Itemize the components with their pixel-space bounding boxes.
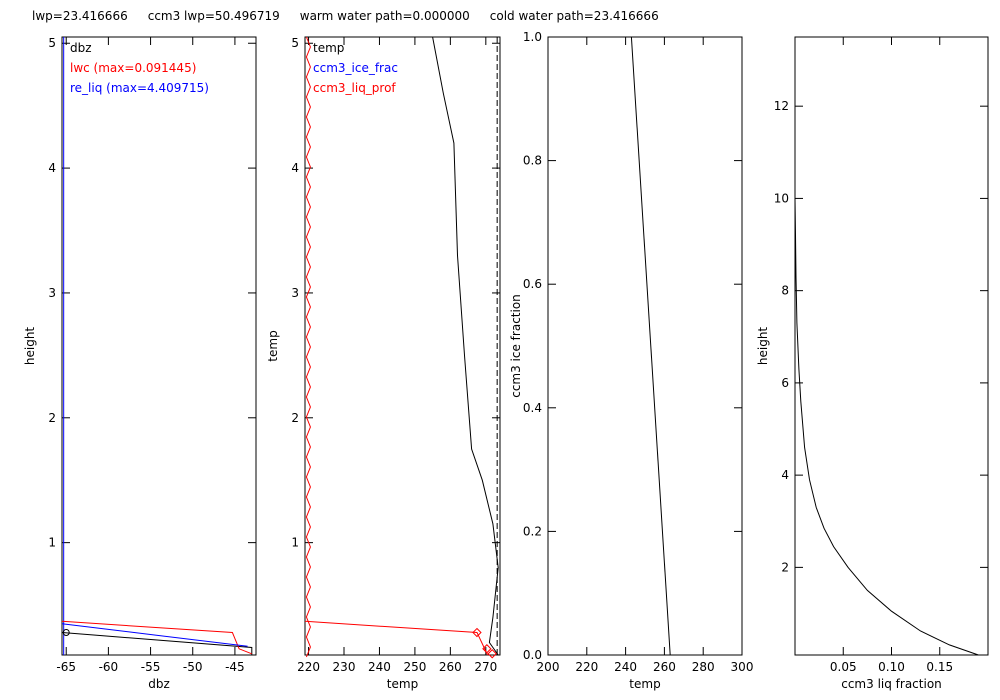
x-tick-label: -50 (183, 660, 203, 674)
y-tick-label: 4 (781, 468, 789, 482)
x-tick-label: 250 (403, 660, 426, 674)
y-tick-label: 6 (781, 376, 789, 390)
x-tick-label: 0.05 (830, 660, 857, 674)
chart-panel-1: -65 -60 -55 -50 -45 1 2 3 4 5 dbz height dbz lwc (max… (23, 36, 257, 691)
header-info: lwp=23.416666 ccm3 lwp=50.496719 warm wate… (32, 9, 679, 23)
series-line-1 (432, 36, 499, 656)
x-tick-label: 260 (439, 660, 462, 674)
data-point-marker (472, 627, 482, 638)
y-tick-label: 12 (774, 99, 789, 113)
data-point-marker (62, 629, 70, 637)
series-line-2 (304, 620, 489, 656)
series-line-1 (61, 632, 253, 655)
x-tick-label: 200 (537, 660, 560, 674)
legend-entry: ccm3_liq_prof (313, 81, 396, 95)
y-tick-label: 4 (48, 161, 56, 175)
y-tick-label: 5 (291, 36, 299, 50)
x-tick-label: 230 (333, 660, 356, 674)
x-axis-label: dbz (148, 677, 170, 691)
chart-panel-3: 200 220 240 260 280 300 0.0 0.2 0.4 0.6 0.8 1.0 temp… (509, 30, 753, 691)
y-tick-label: 10 (774, 191, 789, 205)
y-tick-label: 5 (48, 36, 56, 50)
y-axis-label: height (23, 327, 37, 366)
x-axis-label: temp (387, 677, 418, 691)
series-line-1 (630, 36, 671, 656)
y-axis-label: height (756, 327, 770, 366)
y-tick-label: 1.0 (523, 30, 542, 44)
x-tick-label: -60 (99, 660, 119, 674)
y-tick-label: 3 (48, 286, 56, 300)
x-tick-label: 300 (731, 660, 754, 674)
legend-entry: dbz (70, 41, 92, 55)
y-tick-label: 4 (291, 161, 299, 175)
x-tick-label: 0.15 (926, 660, 953, 674)
x-axis-label: ccm3 liq fraction (841, 677, 942, 691)
x-tick-label: 0.10 (878, 660, 905, 674)
y-axis-label: temp (266, 330, 280, 361)
x-tick-label: 220 (575, 660, 598, 674)
chart-panel-2: 220 230 240 250 260 270 1 2 3 4 5 temp temp temp ccm3_… (266, 36, 501, 691)
y-tick-label: 1 (48, 536, 56, 550)
data-point-marker (482, 644, 492, 654)
y-tick-label: 0.2 (523, 524, 542, 538)
plot-frame (304, 36, 501, 656)
y-tick-label: 0.4 (523, 401, 542, 415)
x-tick-label: 240 (614, 660, 637, 674)
y-tick-label: 2 (781, 560, 789, 574)
profile-marker-line (305, 36, 311, 658)
ccm3-lwp-label: ccm3 lwp=50.496719 (147, 9, 280, 23)
x-axis-label: temp (629, 677, 660, 691)
y-tick-label: 2 (48, 411, 56, 425)
plot-frame (794, 36, 989, 656)
legend-entry: re_liq (max=4.409715) (70, 81, 209, 95)
cold-water-path-label: cold water path=23.416666 (489, 9, 659, 23)
series-line-1 (794, 198, 979, 656)
legend-entry: lwc (max=0.091445) (70, 61, 196, 75)
x-tick-label: -65 (56, 660, 76, 674)
x-tick-label: 240 (368, 660, 391, 674)
y-tick-label: 1 (291, 536, 299, 550)
y-tick-label: 0.0 (523, 648, 542, 662)
x-tick-label: 220 (297, 660, 320, 674)
x-tick-label: 270 (474, 660, 497, 674)
y-tick-label: 2 (291, 411, 299, 425)
chart-panel-4: 0.05 0.10 0.15 2 4 6 8 10 12 ccm3 liq fraction hei… (756, 36, 989, 691)
warm-water-path-label: warm water path=0.000000 (299, 9, 470, 23)
legend-entry: ccm3_ice_frac (313, 61, 398, 75)
x-tick-label: 280 (692, 660, 715, 674)
plot-frame (547, 36, 743, 656)
y-tick-label: 3 (291, 286, 299, 300)
lwp-label: lwp=23.416666 (32, 9, 128, 23)
series-line-3 (61, 623, 248, 647)
x-tick-label: 260 (653, 660, 676, 674)
y-tick-label: 0.8 (523, 154, 542, 168)
y-tick-label: 8 (781, 284, 789, 298)
plot-frame (61, 36, 257, 656)
data-point-marker (487, 649, 497, 659)
legend-entry: temp (313, 41, 344, 55)
x-tick-label: -55 (141, 660, 161, 674)
x-tick-label: -45 (225, 660, 245, 674)
series-line-2 (61, 620, 252, 655)
y-tick-label: 0.6 (523, 277, 542, 291)
y-axis-label: ccm3 ice fraction (509, 294, 523, 398)
